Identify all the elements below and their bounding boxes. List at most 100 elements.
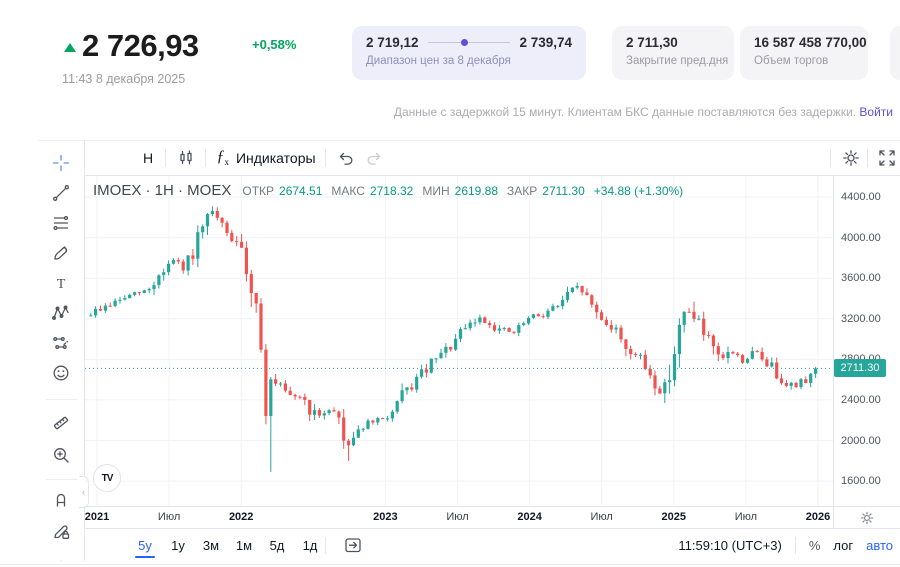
undo-button[interactable]: [333, 141, 359, 175]
toolbar-divider: [46, 399, 77, 400]
login-link[interactable]: Войти: [859, 105, 893, 119]
fib-tool-button[interactable]: [51, 213, 71, 233]
interval-button[interactable]: H: [133, 141, 163, 175]
price-tick: 2000.00: [841, 434, 881, 447]
tradingview-logo[interactable]: TV: [93, 464, 121, 492]
toolbar-separator: [165, 149, 166, 167]
day-range-card: 2 719,12 2 739,74 Диапазон цен за 8 дека…: [352, 26, 586, 80]
price-axis-settings-cell[interactable]: [833, 506, 900, 528]
volume-label: Объем торгов: [754, 55, 829, 67]
time-label: 2023: [373, 511, 398, 523]
hidden-tool-partial-button[interactable]: [51, 547, 71, 561]
log-scale-button[interactable]: лог: [833, 537, 854, 553]
chart-style-button[interactable]: [171, 141, 201, 175]
forecast-tool-button[interactable]: [51, 333, 71, 353]
measure-tool-button[interactable]: [51, 413, 71, 433]
legend-low-value: 2619.88: [454, 184, 499, 198]
prev-close-label: Закрытие пред.дня: [626, 55, 729, 67]
candlestick-chart: [85, 176, 833, 506]
redo-icon: [367, 152, 381, 165]
crosshair-tool-button[interactable]: [51, 153, 71, 173]
axis-gear-icon: [860, 511, 874, 524]
disclaimer-text: Данные с задержкой 15 минут. Клиентам БК…: [393, 105, 857, 119]
range-button-5д[interactable]: 5д: [269, 537, 285, 553]
main-price: 2 726,93: [82, 28, 199, 63]
chart-legend: IMOEX · 1H · MOEX ОТКР 2674.51 МАКС 2718…: [93, 182, 687, 199]
svg-text:T: T: [57, 277, 66, 292]
price-axis[interactable]: 4400.004000.003600.003200.002800.002400.…: [833, 176, 900, 506]
range-button-1у[interactable]: 1у: [171, 537, 185, 553]
pattern-tool-button[interactable]: [51, 303, 71, 323]
price-tick: 4000.00: [841, 231, 881, 244]
price-tick: 3200.00: [841, 312, 881, 325]
page-divider: [0, 564, 900, 565]
text-tool-button[interactable]: T: [51, 273, 71, 293]
toolbar-separator: [794, 536, 796, 554]
chart-bottom-toolbar: 5у 1у 3м 1м 5д 1д 11:59:10 (UTC+3) % лог авто: [85, 528, 900, 561]
next-card-partial: [890, 26, 900, 80]
range-current-dot: [460, 39, 468, 46]
toolbar-divider: [46, 479, 77, 480]
session-clock[interactable]: 11:59:10 (UTC+3): [678, 537, 782, 553]
legend-close-label: ЗАКР: [507, 184, 538, 198]
time-label: 2021: [84, 511, 110, 523]
legend-high-label: МАКС: [331, 184, 365, 198]
chart-top-toolbar: H ƒx Индикаторы: [85, 141, 900, 176]
fx-icon: ƒx: [216, 148, 229, 168]
indicators-button[interactable]: ƒx Индикаторы: [211, 141, 321, 175]
main-price-change: +0,58%: [252, 37, 297, 52]
brush-icon: [54, 246, 68, 260]
trend-line-tool-button[interactable]: [51, 183, 71, 203]
brush-tool-button[interactable]: [51, 243, 71, 263]
ruler-icon: [53, 416, 69, 430]
drawing-toolbar: T: [38, 141, 85, 561]
legend-close-value: 2711.30: [542, 184, 585, 198]
chart-plot-area[interactable]: IMOEX · 1H · MOEX ОТКР 2674.51 МАКС 2718…: [85, 176, 833, 506]
range-high: 2 739,74: [519, 35, 572, 50]
price-tick: 2400.00: [841, 393, 881, 406]
fullscreen-icon: [879, 150, 895, 166]
legend-open-value: 2674.51: [279, 184, 323, 198]
legend-symbol[interactable]: IMOEX · 1H · MOEX: [93, 182, 232, 199]
goto-date-icon: [345, 538, 361, 553]
text-icon: T: [57, 277, 66, 292]
fullscreen-button[interactable]: [873, 141, 900, 175]
goto-date-button[interactable]: [343, 535, 365, 555]
range-button-5у[interactable]: 5у: [131, 534, 159, 558]
time-label: Июл: [734, 511, 758, 523]
magnet-tool-button[interactable]: [51, 489, 71, 509]
time-label: Июл: [590, 511, 613, 523]
time-axis[interactable]: 2021 Июл 2022 2023 Июл 2024 Июл 2025 Июл 2026: [85, 506, 833, 528]
axis-options: 11:59:10 (UTC+3) % лог авто: [678, 529, 893, 561]
last-price-badge: 2711.30: [834, 359, 886, 378]
toolbar-separator: [325, 537, 326, 554]
toolbar-separator: [830, 149, 831, 167]
range-label: Диапазон цен за 8 декабря: [366, 55, 511, 67]
forecast-icon: [53, 337, 69, 349]
delay-disclaimer: Данные с задержкой 15 минут. Клиентам БК…: [394, 105, 893, 119]
circle-arc-icon: [59, 560, 63, 561]
range-button-1м[interactable]: 1м: [235, 537, 253, 553]
range-button-1д[interactable]: 1д: [302, 537, 318, 553]
price-up-triangle-icon: [64, 43, 76, 52]
range-low: 2 719,12: [366, 35, 419, 50]
pencil-lock-icon: [54, 525, 70, 539]
legend-change: +34.88 (+1.30%): [593, 184, 684, 198]
time-label: Июл: [157, 511, 181, 523]
zoom-in-tool-button[interactable]: [51, 445, 71, 465]
magnet-icon: [56, 493, 66, 507]
redo-button[interactable]: [361, 141, 387, 175]
quote-timestamp: 11:43 8 декабря 2025: [62, 72, 186, 86]
toolbar-collapse-handle[interactable]: ‹: [79, 476, 89, 508]
percent-scale-button[interactable]: %: [808, 537, 821, 553]
prev-close-value: 2 711,30: [626, 35, 678, 50]
smiley-icon: [53, 365, 69, 381]
emoji-tool-button[interactable]: [51, 363, 71, 383]
price-tick: 3600.00: [841, 272, 881, 285]
lock-drawings-button[interactable]: [51, 521, 71, 541]
range-button-3м[interactable]: 3м: [202, 537, 220, 553]
chart-settings-button[interactable]: [837, 141, 865, 175]
time-label: 2026: [805, 511, 831, 523]
auto-scale-button[interactable]: авто: [866, 537, 893, 553]
